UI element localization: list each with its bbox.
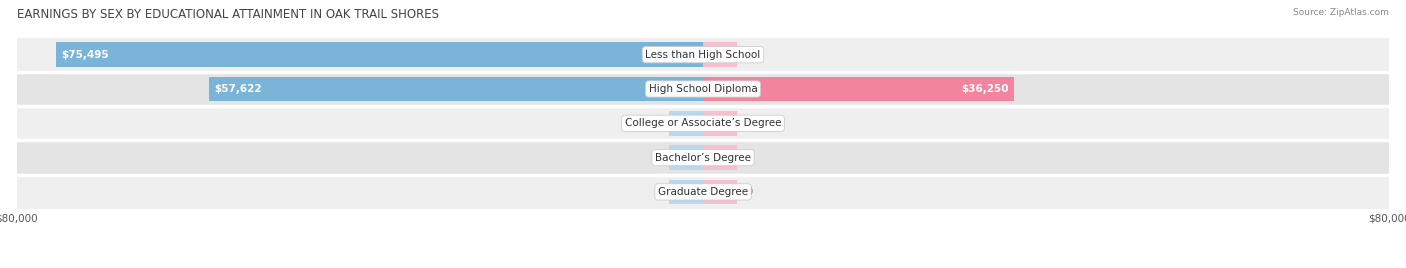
Text: Source: ZipAtlas.com: Source: ZipAtlas.com	[1294, 8, 1389, 17]
Text: EARNINGS BY SEX BY EDUCATIONAL ATTAINMENT IN OAK TRAIL SHORES: EARNINGS BY SEX BY EDUCATIONAL ATTAINMEN…	[17, 8, 439, 21]
Bar	[669, 145, 703, 170]
Text: College or Associate’s Degree: College or Associate’s Degree	[624, 118, 782, 128]
Bar	[17, 72, 1389, 106]
Bar	[703, 77, 1014, 101]
Text: High School Diploma: High School Diploma	[648, 84, 758, 94]
Bar	[17, 175, 1389, 209]
Bar	[703, 42, 737, 67]
Bar	[17, 38, 1389, 72]
Text: $57,622: $57,622	[214, 84, 262, 94]
Bar	[209, 77, 703, 101]
Bar	[703, 145, 737, 170]
Text: $0: $0	[652, 187, 666, 197]
Bar	[17, 106, 1389, 140]
Bar	[703, 180, 737, 204]
Text: $0: $0	[740, 50, 754, 60]
Bar	[17, 140, 1389, 175]
Bar	[669, 180, 703, 204]
Text: Less than High School: Less than High School	[645, 50, 761, 60]
Text: $0: $0	[652, 118, 666, 128]
Bar	[669, 111, 703, 136]
Text: $0: $0	[740, 152, 754, 163]
Bar	[55, 42, 703, 67]
Text: $75,495: $75,495	[60, 50, 108, 60]
Bar	[703, 111, 737, 136]
Text: $0: $0	[740, 118, 754, 128]
Text: $0: $0	[652, 152, 666, 163]
Text: $36,250: $36,250	[960, 84, 1008, 94]
Text: $0: $0	[740, 187, 754, 197]
Text: Bachelor’s Degree: Bachelor’s Degree	[655, 152, 751, 163]
Text: Graduate Degree: Graduate Degree	[658, 187, 748, 197]
